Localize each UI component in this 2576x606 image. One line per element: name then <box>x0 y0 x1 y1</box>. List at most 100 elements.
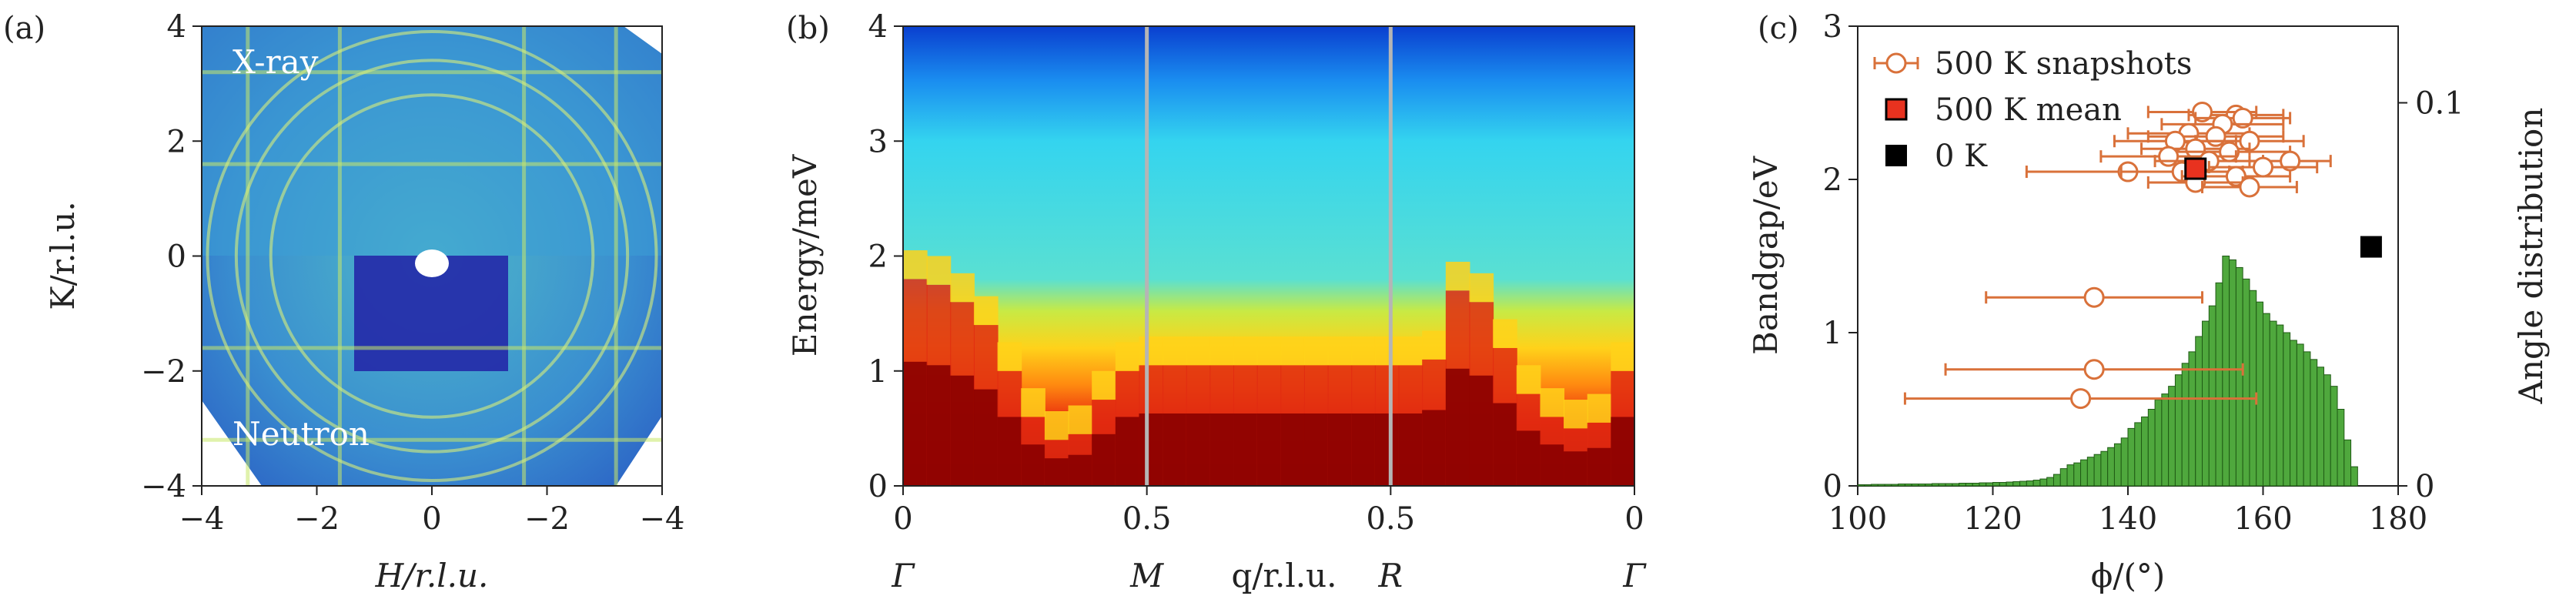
histogram-bar <box>1911 484 1919 487</box>
histogram-bar <box>2052 474 2061 487</box>
band-cell-core <box>1398 413 1423 486</box>
band-edge <box>1564 400 1588 429</box>
band-edge <box>1115 342 1140 371</box>
snapshot-point <box>2253 156 2273 178</box>
histogram-bar <box>2066 464 2075 487</box>
overlay-label-xray: X-ray <box>233 43 319 81</box>
panel-b-ylabel: Energy/meV <box>786 154 824 357</box>
histogram-bar <box>2323 374 2331 487</box>
histogram-bar <box>1864 484 1872 487</box>
zero-k-point <box>2360 236 2382 258</box>
powder-ring <box>269 93 595 419</box>
panel-label-c: (c) <box>1758 11 1799 46</box>
band-cell-core <box>1233 413 1258 486</box>
x-tick-label: 160 <box>2233 501 2292 537</box>
band-edge <box>1516 365 1541 394</box>
histogram-bar <box>1891 484 1899 487</box>
panel-b-segment-lines <box>1145 26 1393 486</box>
histogram-bar <box>2134 422 2143 487</box>
band-edge <box>1044 410 1069 440</box>
y-tick-label: −4 <box>141 469 186 504</box>
direct-beam-spot <box>415 249 449 277</box>
panel-c-xlabel: ϕ/(°) <box>2091 557 2166 594</box>
band-cell-core <box>1445 368 1470 486</box>
band-cell-core <box>997 417 1022 486</box>
panel-c-ylabel: Bandgap/eV <box>1747 156 1785 355</box>
band-cell-core <box>903 361 928 486</box>
histogram-bar <box>1884 484 1892 487</box>
y-tick-label: 0 <box>868 469 888 504</box>
legend-mean-marker <box>1885 98 1908 121</box>
band-edge <box>1398 336 1423 366</box>
y-tick-label: 3 <box>1823 9 1842 45</box>
histogram-bar <box>2229 259 2236 487</box>
band-cell-core <box>1587 447 1612 486</box>
x-tick-label: 180 <box>2369 501 2427 537</box>
panel-b-cells <box>903 250 1634 486</box>
panel-a-map <box>202 26 662 486</box>
band-edge <box>1068 405 1093 434</box>
histogram-bar <box>2012 481 2021 487</box>
legend-snapshot-marker <box>1885 52 1907 74</box>
y-tick-label: 2 <box>868 239 888 275</box>
panel-label-a: (a) <box>3 11 45 46</box>
band-cell-core <box>1256 413 1282 486</box>
histogram-bar <box>1979 482 1987 487</box>
snapshot-point <box>2239 176 2260 198</box>
band-edge <box>926 256 952 285</box>
snapshot-point <box>2225 166 2246 187</box>
y-tick-label: 4 <box>868 9 888 45</box>
symmetry-point-label: Γ <box>1622 557 1647 594</box>
powder-ring <box>234 59 630 454</box>
histogram-bar <box>2174 374 2183 487</box>
histogram-bar <box>2249 290 2257 487</box>
panel-a-bragg-lines <box>202 26 662 486</box>
histogram-bar <box>2350 466 2358 487</box>
panel-a-ylabel: K/r.l.u. <box>44 201 82 310</box>
y-tick-label: 1 <box>868 354 888 390</box>
x-tick-label: −4 <box>179 501 225 537</box>
histogram-bar <box>2147 409 2156 487</box>
histogram-bar <box>2337 409 2345 487</box>
snapshot-point <box>2205 126 2226 147</box>
panel-label-b: (b) <box>786 11 830 46</box>
legend: 500 K snapshots 500 K mean 0 K <box>1873 46 2192 174</box>
histogram-bar <box>2006 481 2014 487</box>
x-tick-label: 100 <box>1828 501 1887 537</box>
band-cell-core <box>1021 444 1045 486</box>
y-tick-label: 2 <box>167 124 186 159</box>
band-edge <box>1139 336 1164 366</box>
histogram-bar <box>2208 305 2216 487</box>
histogram-bar <box>2154 399 2163 487</box>
band-cell-core <box>1303 413 1329 486</box>
y-tick-label: 3 <box>868 124 888 159</box>
x-tick-label: −4 <box>640 501 685 537</box>
histogram-bar <box>2039 478 2048 487</box>
band-cell-core <box>1611 417 1634 486</box>
band-cell-core <box>1092 434 1116 486</box>
histogram-bar <box>2032 480 2041 487</box>
histogram-bar <box>2317 367 2324 487</box>
angle-histogram <box>1857 256 2358 487</box>
band-cell-core <box>1351 413 1376 486</box>
y-tick-label: 4 <box>167 9 186 45</box>
histogram-bar <box>2269 320 2277 487</box>
x-tick-label: −2 <box>524 501 570 537</box>
histogram-bar <box>2303 351 2311 487</box>
band-edge <box>1374 336 1400 366</box>
band-edge <box>1469 273 1494 303</box>
histogram-bar <box>2026 480 2034 487</box>
band-edge <box>950 273 975 303</box>
band-cell-core <box>1044 458 1069 486</box>
histogram-bar <box>2343 439 2352 487</box>
histogram-bar <box>1904 484 1912 487</box>
band-cell-core <box>1564 451 1588 486</box>
histogram-bar <box>2019 480 2027 487</box>
